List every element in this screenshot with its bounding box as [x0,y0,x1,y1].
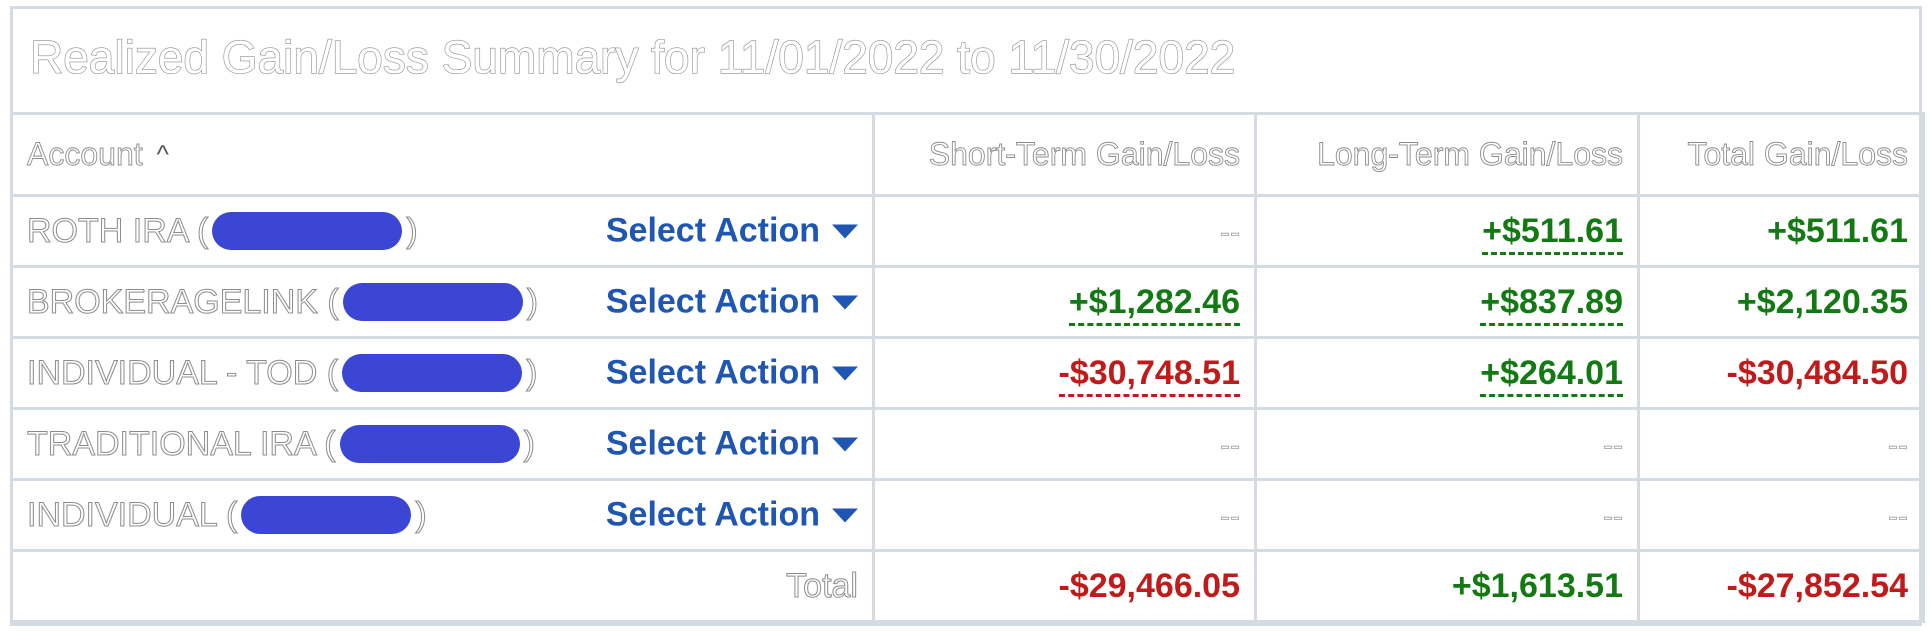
select-action-dropdown[interactable]: Select Action [606,425,858,464]
account-name: BROKERAGELINK () [27,282,539,321]
total-cell: +$2,120.35 [1637,265,1925,339]
column-header-long-term[interactable]: Long-Term Gain/Loss [1254,112,1640,197]
short-term-cell: -- [872,194,1257,268]
chevron-down-icon [832,224,858,238]
totals-label: Total [786,566,859,605]
total-cell: -- [1637,478,1925,552]
redacted-account-number [212,212,403,250]
select-action-dropdown[interactable]: Select Action [606,496,858,535]
table-row: TRADITIONAL IRA () Select Action -- -- -… [10,407,1925,481]
account-cell: BROKERAGELINK () Select Action [10,265,875,339]
total-gain-loss: -$27,852.54 [1637,549,1925,623]
long-term-cell: -- [1254,407,1640,481]
account-cell: ROTH IRA () Select Action [10,194,875,268]
total-cell: +$511.61 [1637,194,1925,268]
select-action-dropdown[interactable]: Select Action [606,354,858,393]
page-title: Realized Gain/Loss Summary for 11/01/202… [29,30,1236,83]
totals-label-cell: Total [10,549,875,623]
column-header-short-term[interactable]: Short-Term Gain/Loss [872,112,1257,197]
table-header-row: Account ^ Short-Term Gain/Loss Long-Term … [10,112,1925,197]
short-term-cell: -- [872,478,1257,552]
redacted-account-number [342,354,523,392]
long-term-link[interactable]: +$511.61 [1482,211,1623,255]
column-header-account[interactable]: Account ^ [10,112,875,197]
chevron-down-icon [832,366,858,380]
account-name: ROTH IRA () [26,211,418,250]
total-cell: -$30,484.50 [1637,336,1925,410]
short-term-link[interactable]: -$30,748.51 [1058,353,1240,397]
totals-row: Total -$29,466.05 +$1,613.51 -$27,852.54 [10,549,1925,623]
chevron-down-icon [832,508,858,522]
total-short-term: -$29,466.05 [872,549,1257,623]
chevron-down-icon [832,295,858,309]
table-row: INDIVIDUAL - TOD () Select Action -$30,7… [10,336,1925,410]
redacted-account-number [339,425,520,463]
long-term-link[interactable]: +$837.89 [1480,282,1623,326]
total-cell: -- [1637,407,1925,481]
gain-loss-table: Account ^ Short-Term Gain/Loss Long-Term … [10,112,1925,623]
select-action-dropdown[interactable]: Select Action [606,212,858,251]
long-term-link[interactable]: +$264.01 [1480,353,1623,397]
account-cell: INDIVIDUAL - TOD () Select Action [10,336,875,410]
table-row: INDIVIDUAL () Select Action -- -- -- [10,478,1925,552]
short-term-cell: -- [872,407,1257,481]
long-term-cell: +$511.61 [1254,194,1640,268]
select-action-dropdown[interactable]: Select Action [606,283,858,322]
sort-ascending-icon[interactable]: ^ [156,139,169,169]
short-term-link[interactable]: +$1,282.46 [1068,282,1240,326]
chevron-down-icon [832,437,858,451]
redacted-account-number [342,283,523,321]
redacted-account-number [241,496,412,534]
account-cell: TRADITIONAL IRA () Select Action [10,407,875,481]
account-name: INDIVIDUAL () [26,495,427,534]
table-row: ROTH IRA () Select Action -- +$511.61 +$… [10,194,1925,268]
table-row: BROKERAGELINK () Select Action +$1,282.4… [10,265,1925,339]
column-header-account-label: Account [27,136,144,173]
long-term-cell: -- [1254,478,1640,552]
short-term-cell: +$1,282.46 [872,265,1257,339]
long-term-cell: +$837.89 [1254,265,1640,339]
account-cell: INDIVIDUAL () Select Action [10,478,875,552]
column-header-total[interactable]: Total Gain/Loss [1637,112,1925,197]
short-term-cell: -$30,748.51 [872,336,1257,410]
account-name: TRADITIONAL IRA () [27,424,535,463]
long-term-cell: +$264.01 [1254,336,1640,410]
account-name: INDIVIDUAL - TOD () [26,353,538,392]
total-long-term: +$1,613.51 [1254,549,1640,623]
